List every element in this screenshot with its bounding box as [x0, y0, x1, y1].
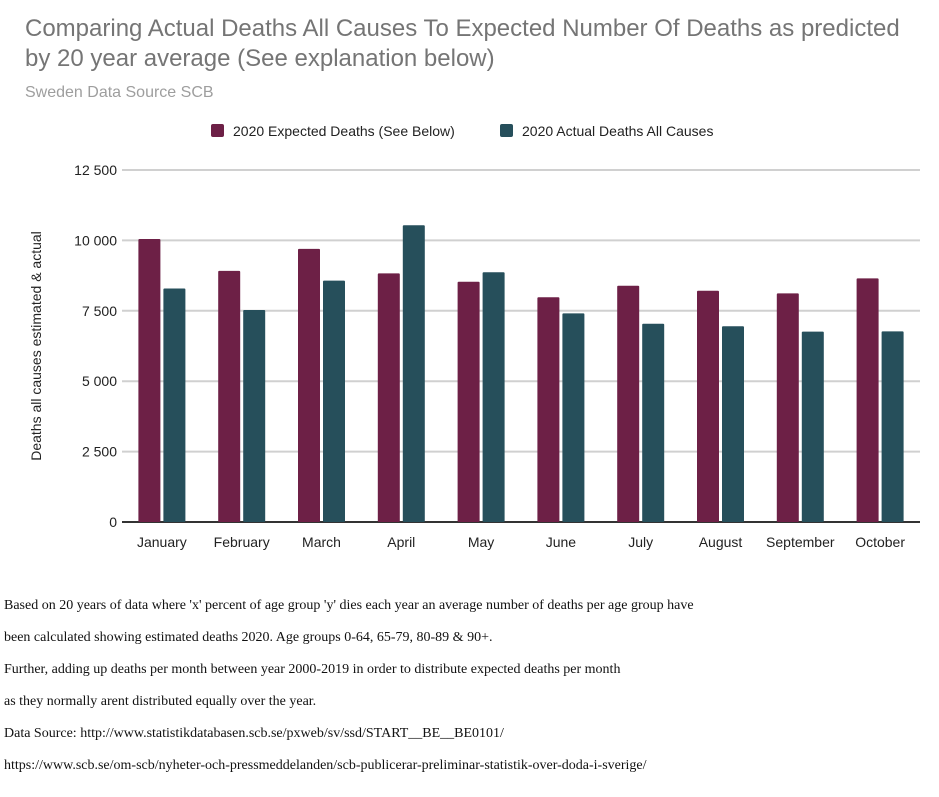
bar-expected	[617, 285, 640, 522]
bar-expected	[298, 248, 320, 522]
x-tick-label: August	[699, 534, 743, 550]
legend-label: 2020 Actual Deaths All Causes	[522, 123, 713, 139]
x-tick-label: July	[628, 534, 653, 550]
y-axis-label: Deaths all causes estimated & actual	[28, 231, 44, 461]
x-axis-ticks: January February March April May June July Augu…	[137, 534, 905, 550]
chart-gridlines	[122, 169, 920, 523]
bar-actual	[163, 288, 186, 522]
x-tick-label: September	[766, 534, 835, 550]
legend-swatch	[500, 124, 513, 137]
bar-expected	[776, 293, 799, 522]
x-tick-label: March	[302, 534, 341, 550]
y-tick-label: 5 000	[82, 373, 117, 389]
legend-label: 2020 Expected Deaths (See Below)	[233, 123, 455, 139]
y-tick-label: 12 500	[74, 162, 117, 178]
bar-expected	[537, 297, 560, 522]
y-tick-label: 7 500	[82, 303, 117, 319]
note-line: https://www.scb.se/om-scb/nyheter-och-pr…	[4, 758, 647, 773]
bar-actual	[801, 331, 824, 522]
bar-actual	[881, 331, 904, 522]
x-tick-label: January	[137, 534, 187, 550]
y-tick-label: 2 500	[82, 444, 117, 460]
bar-actual	[562, 313, 585, 522]
y-tick-label: 0	[109, 514, 117, 530]
note-line: Based on 20 years of data where 'x' perc…	[4, 598, 694, 613]
explanation-notes: Based on 20 years of data where 'x' perc…	[4, 592, 924, 784]
chart-subtitle: Sweden Data Source SCB	[25, 84, 214, 101]
note-line: Further, adding up deaths per month betw…	[4, 662, 621, 677]
note-line: as they normally arent distributed equal…	[4, 694, 317, 709]
bar-expected	[138, 238, 161, 522]
bar-actual	[482, 272, 505, 522]
bar-chart: 2020 Expected Deaths (See Below) 2020 Act…	[28, 123, 920, 550]
y-axis-ticks: 0 2 500 5 000 7 500 10 000 12 500	[74, 162, 117, 530]
bar-actual	[642, 323, 665, 522]
bar-expected	[856, 278, 879, 522]
x-tick-label: October	[855, 534, 905, 550]
note-line: Data Source: http://www.statistikdatabas…	[4, 726, 504, 741]
bar-actual	[243, 309, 266, 522]
x-tick-label: June	[546, 534, 577, 550]
bar-expected	[218, 270, 241, 522]
chart-title: Comparing Actual Deaths All Causes To Ex…	[25, 15, 900, 72]
bar-expected	[457, 281, 480, 522]
legend-swatch	[211, 124, 224, 137]
x-tick-label: February	[214, 534, 270, 550]
bar-expected	[377, 273, 400, 522]
x-tick-label: April	[387, 534, 415, 550]
chart-legend: 2020 Expected Deaths (See Below) 2020 Act…	[211, 123, 713, 139]
chart-bars	[138, 225, 904, 522]
bar-expected	[697, 290, 719, 522]
y-tick-label: 10 000	[74, 232, 117, 248]
bar-actual	[402, 225, 425, 522]
bar-actual	[323, 280, 345, 522]
bar-actual	[722, 326, 744, 522]
note-line: been calculated showing estimated deaths…	[4, 630, 493, 645]
x-tick-label: May	[468, 534, 494, 550]
